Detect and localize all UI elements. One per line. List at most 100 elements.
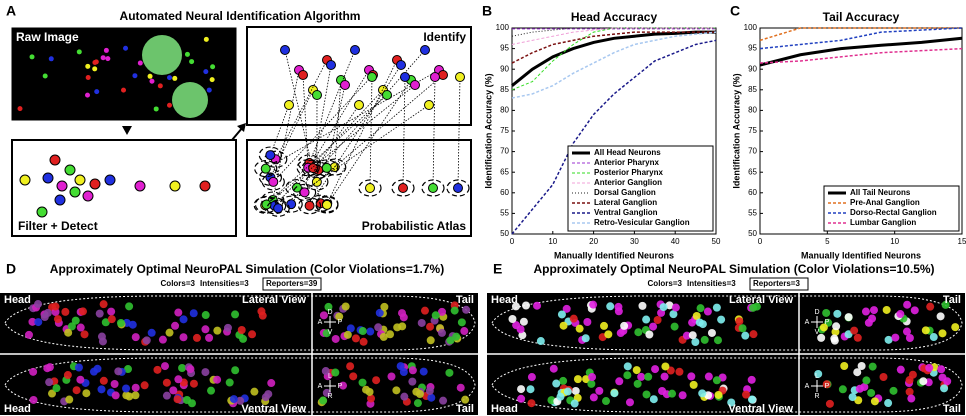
neuron [884, 399, 893, 408]
compass-label: V [328, 329, 333, 336]
neuron [268, 176, 279, 187]
neuron [122, 384, 131, 393]
neuron [340, 80, 350, 90]
neuron [868, 362, 877, 371]
neuron [415, 389, 424, 398]
reporters-box [749, 277, 809, 291]
y-tick-label: 75 [500, 126, 509, 135]
neuron [358, 378, 367, 387]
chart-title: Tail Accuracy [823, 10, 900, 24]
y-tick-label: 100 [496, 23, 510, 32]
neuron [589, 393, 598, 402]
neuron [398, 309, 407, 318]
neuron [72, 386, 81, 395]
neuron [651, 365, 660, 374]
neuron [210, 64, 216, 70]
neuron [386, 330, 395, 339]
neuron [669, 310, 678, 319]
compass-label: R [327, 393, 332, 400]
neuron [457, 318, 466, 327]
atlas-region [315, 196, 339, 214]
neuron [400, 72, 410, 82]
neuron [675, 367, 684, 376]
neuron [844, 313, 853, 322]
neuron [889, 386, 898, 395]
neuron [54, 194, 66, 206]
neuron [89, 367, 98, 376]
neuron [869, 306, 878, 315]
x-tick-label: 20 [589, 237, 598, 246]
y-tick-label: 95 [748, 44, 757, 53]
y-tick-label: 95 [500, 44, 509, 53]
neuron [56, 180, 68, 192]
neuron [637, 372, 646, 381]
neuron [162, 391, 171, 400]
neuron [589, 300, 598, 309]
neuron [61, 307, 70, 316]
neuron [284, 100, 294, 110]
y-tick-label: 80 [500, 106, 509, 115]
atlas-region [264, 150, 288, 168]
neuron [822, 308, 831, 317]
compass-label: A [805, 383, 810, 390]
atlas-region [296, 159, 320, 177]
neuron [707, 328, 716, 337]
filter-box [11, 139, 237, 237]
neuron [660, 372, 669, 381]
neuron [354, 100, 364, 110]
neuron [49, 154, 61, 166]
neuron [848, 393, 857, 402]
x-tick-label: 30 [630, 237, 639, 246]
neuron [941, 300, 950, 309]
neuron [698, 389, 707, 398]
neuron [738, 324, 747, 333]
neuron [231, 366, 240, 375]
neuron [76, 323, 85, 332]
neuron [36, 206, 48, 218]
neuron [633, 379, 642, 388]
neuron [549, 364, 558, 373]
neuron [417, 318, 426, 327]
region-label: Tail [943, 403, 961, 415]
legend-label: Anterior Ganglion [594, 178, 662, 187]
neuron [387, 372, 396, 381]
neuron [921, 326, 930, 335]
atlas-region [446, 179, 470, 197]
neuron [910, 306, 919, 315]
neuron [742, 390, 751, 399]
neuron [201, 325, 210, 334]
neuron [634, 328, 643, 337]
neuron [398, 183, 408, 193]
atlas-region [261, 173, 285, 191]
x-tick-label: 0 [758, 237, 763, 246]
neuron [396, 362, 405, 371]
link [309, 64, 402, 206]
compass-label: A [318, 319, 323, 326]
compass-label: A [805, 319, 810, 326]
y-tick-label: 90 [500, 64, 509, 73]
neuron [179, 315, 188, 324]
neuron [670, 322, 679, 331]
neuron [365, 183, 375, 193]
region-label: Head [491, 403, 518, 415]
neuron [919, 377, 928, 386]
y-tick-label: 55 [500, 209, 509, 218]
y-tick-label: 90 [748, 64, 757, 73]
neuron [853, 368, 862, 377]
neuron [819, 323, 828, 332]
series-line [511, 31, 716, 64]
neuron [682, 331, 691, 340]
param: Reporters=39 [266, 279, 318, 288]
legend-label: Pre-Anal Ganglion [850, 198, 920, 207]
neuron [298, 70, 308, 80]
neuron [698, 320, 707, 329]
y-tick-label: 50 [748, 229, 757, 238]
neuron [134, 180, 146, 192]
neuron [575, 324, 584, 333]
neuron [452, 332, 461, 341]
neuron [101, 318, 110, 327]
neuron [165, 328, 174, 337]
neuron [160, 362, 169, 371]
neuron [571, 386, 580, 395]
neuron [522, 301, 531, 310]
